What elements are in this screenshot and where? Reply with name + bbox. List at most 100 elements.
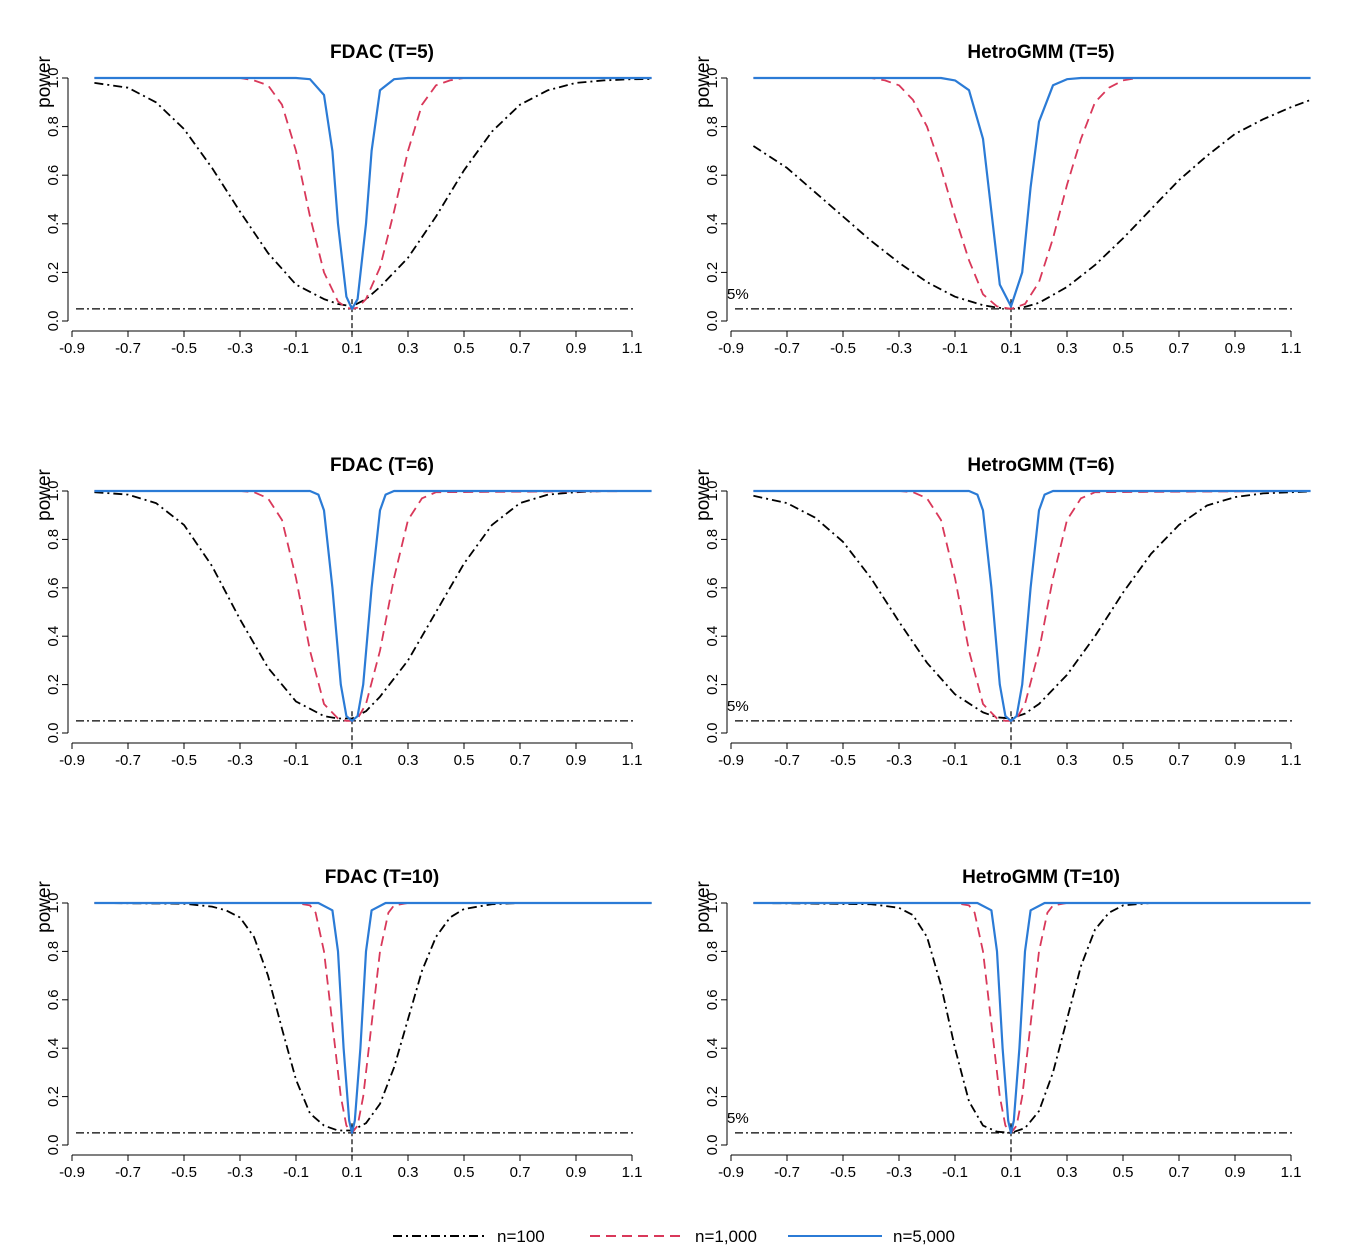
x-tick-label: 1.1 xyxy=(1281,1164,1302,1181)
y-tick-label: 0.6 xyxy=(704,577,721,598)
series-line-n100 xyxy=(94,78,652,308)
y-tick-label: 0.4 xyxy=(704,626,721,647)
x-tick-label: 1.1 xyxy=(1281,340,1302,357)
x-tick-label: -0.1 xyxy=(942,340,968,357)
x-tick-label: -0.7 xyxy=(115,1164,141,1181)
y-tick-label: 0.8 xyxy=(704,529,721,550)
x-tick-label: 0.7 xyxy=(510,340,531,357)
y-tick-label: 0.2 xyxy=(45,1086,62,1107)
x-tick-label: -0.1 xyxy=(283,1164,309,1181)
y-tick-label: 0.8 xyxy=(704,941,721,962)
y-tick-label: 0.8 xyxy=(704,116,721,137)
x-tick-label: -0.5 xyxy=(830,340,856,357)
x-tick-label: -0.9 xyxy=(718,752,744,769)
x-tick-label: -0.1 xyxy=(942,752,968,769)
panel-5: FDAC (T=10) power 0.0 0.2 0.4 0.6 0.8 1.0 -0.9 -0… xyxy=(34,867,652,1181)
x-tick-label: 0.5 xyxy=(1113,340,1134,357)
legend: n=100 n=1,000 n=5,000 xyxy=(393,1227,955,1246)
x-tick-label: 0.7 xyxy=(510,1164,531,1181)
legend-label: n=100 xyxy=(497,1227,545,1246)
y-tick-label: 0.2 xyxy=(45,262,62,283)
y-axis-label: power xyxy=(34,55,55,107)
panel-title: HetroGMM (T=10) xyxy=(962,867,1120,888)
x-tick-label: 0.1 xyxy=(1001,752,1022,769)
y-tick-label: 0.0 xyxy=(704,311,721,332)
x-tick-label: -0.5 xyxy=(171,752,197,769)
y-tick-label: 0.2 xyxy=(704,674,721,695)
x-tick-label: -0.5 xyxy=(171,1164,197,1181)
panel-3: FDAC (T=6) power 0.0 0.2 0.4 0.6 0.8 1.0 -0.9 -0.… xyxy=(34,455,652,769)
legend-label: n=1,000 xyxy=(695,1227,757,1246)
series-line-n5000 xyxy=(94,901,652,1135)
x-tick-label: -0.1 xyxy=(942,1164,968,1181)
x-tick-label: 0.3 xyxy=(1057,340,1078,357)
y-tick-label: 0.0 xyxy=(45,723,62,744)
series-line-n5000 xyxy=(753,489,1311,723)
y-tick-label: 0.4 xyxy=(704,213,721,234)
y-tick-label: 0.0 xyxy=(45,311,62,332)
y-tick-label: 1.0 xyxy=(45,893,62,914)
y-axis-label: power xyxy=(693,880,714,932)
y-tick-label: 0.4 xyxy=(45,213,62,234)
series-line-n100 xyxy=(753,490,1311,720)
y-tick-label: 0.6 xyxy=(45,165,62,186)
series-line-n5000 xyxy=(94,489,652,723)
panel-title: FDAC (T=6) xyxy=(330,455,434,476)
series-line-n100 xyxy=(94,490,652,720)
series-line-n1000 xyxy=(753,490,1311,722)
series-line-n5000 xyxy=(753,901,1311,1135)
y-axis-label: power xyxy=(693,468,714,520)
panel-6: HetroGMM (T=10) power 0.0 0.2 0.4 0.6 0.8 1.0 -0… xyxy=(693,867,1311,1181)
reference-label: 5% xyxy=(727,1110,749,1127)
y-axis-label: power xyxy=(34,468,55,520)
x-tick-label: 1.1 xyxy=(622,752,643,769)
x-tick-label: -0.7 xyxy=(774,1164,800,1181)
x-tick-label: 0.5 xyxy=(454,340,475,357)
y-tick-label: 0.2 xyxy=(45,674,62,695)
y-tick-label: 0.4 xyxy=(704,1038,721,1059)
series-line-n1000 xyxy=(94,490,652,722)
y-tick-label: 0.8 xyxy=(45,941,62,962)
x-tick-label: 0.7 xyxy=(510,752,531,769)
x-tick-label: 0.7 xyxy=(1169,340,1190,357)
y-axis-label: power xyxy=(693,55,714,107)
x-tick-label: -0.5 xyxy=(830,1164,856,1181)
x-tick-label: 0.3 xyxy=(1057,1164,1078,1181)
x-tick-label: 0.9 xyxy=(1225,1164,1246,1181)
legend-label: n=5,000 xyxy=(893,1227,955,1246)
x-tick-label: 0.1 xyxy=(1001,340,1022,357)
x-tick-label: -0.3 xyxy=(227,340,253,357)
x-tick-label: -0.9 xyxy=(59,1164,85,1181)
series-line-n1000 xyxy=(94,902,652,1134)
y-tick-label: 0.6 xyxy=(704,165,721,186)
y-tick-label: 0.0 xyxy=(704,723,721,744)
x-tick-label: 0.3 xyxy=(1057,752,1078,769)
x-tick-label: 0.3 xyxy=(398,1164,419,1181)
x-tick-label: -0.3 xyxy=(227,1164,253,1181)
y-tick-label: 0.6 xyxy=(45,989,62,1010)
x-tick-label: 0.5 xyxy=(1113,752,1134,769)
panel-title: HetroGMM (T=6) xyxy=(967,455,1114,476)
x-tick-label: 0.9 xyxy=(1225,752,1246,769)
x-tick-label: -0.9 xyxy=(718,340,744,357)
reference-label: 5% xyxy=(727,698,749,715)
x-tick-label: -0.1 xyxy=(283,340,309,357)
panel-title: FDAC (T=5) xyxy=(330,42,434,63)
x-tick-label: 0.9 xyxy=(1225,340,1246,357)
y-tick-label: 0.8 xyxy=(45,529,62,550)
x-tick-label: 0.1 xyxy=(342,1164,363,1181)
series-line-n100 xyxy=(94,902,652,1132)
y-tick-label: 0.0 xyxy=(45,1135,62,1156)
x-tick-label: 0.7 xyxy=(1169,1164,1190,1181)
panel-1: FDAC (T=5) power 0.0 0.2 0.4 0.6 0.8 1.0 -0.9 -0.… xyxy=(34,42,652,357)
x-tick-label: 0.3 xyxy=(398,340,419,357)
panel-4: HetroGMM (T=6) power 0.0 0.2 0.4 0.6 0.8 1.0 -0.… xyxy=(693,455,1311,769)
series-line-n5000 xyxy=(753,76,1311,308)
y-tick-label: 0.4 xyxy=(45,626,62,647)
x-tick-label: -0.9 xyxy=(718,1164,744,1181)
panel-title: FDAC (T=10) xyxy=(325,867,440,888)
x-tick-label: -0.9 xyxy=(59,340,85,357)
y-tick-label: 0.2 xyxy=(704,262,721,283)
